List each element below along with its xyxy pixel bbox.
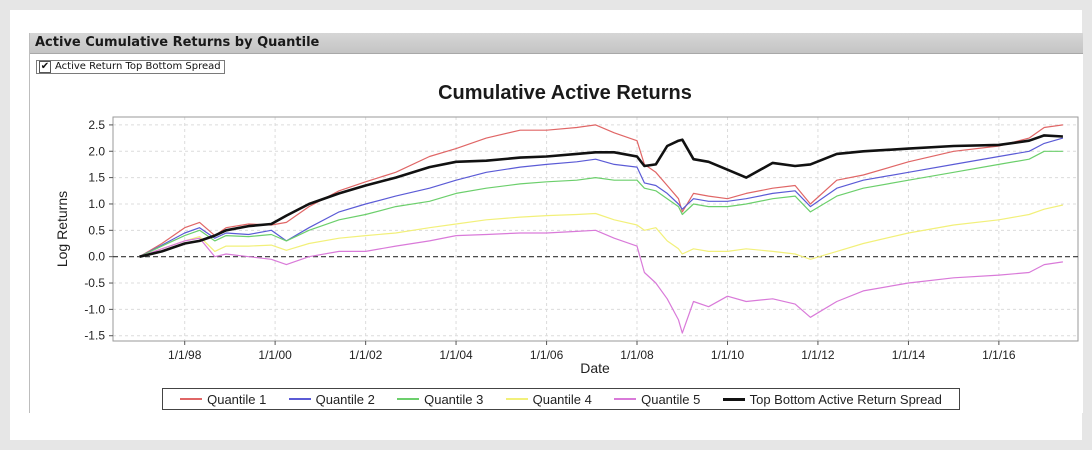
legend-item-3: Quantile 3 [397, 392, 483, 407]
y-tick-label: -1.5 [84, 329, 105, 343]
x-tick-label: 1/1/08 [620, 348, 654, 362]
y-tick-label: 1.5 [88, 171, 105, 185]
check-icon: ✔ [40, 61, 50, 72]
series-lines [139, 124, 1064, 334]
app-frame: Active Cumulative Returns by Quantile ✔ … [10, 10, 1083, 440]
series-line-5 [139, 229, 1063, 334]
y-tick-label: -0.5 [84, 276, 105, 290]
legend-swatch [397, 398, 420, 400]
x-tick-label: 1/1/98 [168, 348, 202, 362]
legend-swatch [505, 398, 528, 400]
spread-toggle[interactable]: ✔ Active Return Top Bottom Spread [36, 60, 225, 74]
legend-label: Quantile 3 [424, 391, 484, 407]
panel-header: Active Cumulative Returns by Quantile [30, 33, 1083, 54]
panel-title: Active Cumulative Returns by Quantile [35, 35, 320, 50]
legend-swatch [180, 398, 203, 400]
spread-checkbox[interactable]: ✔ [39, 61, 51, 73]
legend-item-5: Quantile 5 [614, 392, 700, 407]
legend-label: Quantile 4 [532, 391, 592, 407]
legend-item-2: Quantile 2 [288, 391, 375, 407]
legend-swatch [722, 397, 745, 401]
spread-toggle-label: Active Return Top Bottom Spread [55, 61, 221, 72]
legend-swatch [614, 398, 637, 400]
legend-label: Top Bottom Active Return Spread [749, 391, 942, 407]
y-tick-label: 0.5 [88, 223, 105, 237]
legend-label: Quantile 2 [315, 391, 375, 407]
y-tick-label: 2.5 [88, 118, 105, 132]
x-tick-label: 1/1/02 [349, 348, 383, 362]
series-line-6 [139, 134, 1063, 258]
y-tick-label: -1.0 [84, 302, 105, 316]
x-axis-ticks: 1/1/98 1/1/00 1/1/02 1/1/04 1/1/06 1/1/08 1/1/… [168, 341, 1016, 362]
plot-area-border [112, 116, 1079, 342]
x-tick-label: 1/1/14 [892, 348, 926, 362]
chart-legend: Quantile 1 Quantile 2 Quantile 3 Quantile 4… [162, 388, 960, 410]
x-axis-label: Date [580, 360, 610, 376]
legend-item-6: Top Bottom Active Return Spread [722, 391, 942, 407]
chart-title: Cumulative Active Returns [438, 82, 692, 104]
x-tick-label: 1/1/00 [258, 348, 292, 362]
cumulative-returns-chart: Cumulative Active Returns 1/1/98 1/1/00 1/… [54, 82, 1079, 376]
series-line-4 [139, 204, 1064, 260]
x-tick-label: 1/1/10 [711, 348, 745, 362]
x-tick-label: 1/1/16 [982, 348, 1016, 362]
y-axis-label: Log Returns [54, 191, 70, 267]
chart-grid [113, 117, 1078, 341]
legend-label: Quantile 5 [641, 391, 701, 407]
x-tick-label: 1/1/12 [801, 348, 835, 362]
y-tick-label: 1.0 [88, 197, 105, 211]
legend-swatch [288, 398, 311, 400]
y-tick-label: 2.0 [88, 144, 105, 158]
quantile-returns-panel: Active Cumulative Returns by Quantile ✔ … [29, 33, 1083, 413]
legend-item-4: Quantile 4 [505, 391, 592, 407]
y-axis-ticks: 2.5 2.0 1.5 1.0 0.5 0.0 -0.5 -1.0 -1.5 [84, 118, 113, 343]
series-line-2 [139, 137, 1064, 258]
legend-label: Quantile 1 [207, 391, 267, 407]
series-line-3 [139, 150, 1063, 258]
y-tick-label: 0.0 [88, 250, 105, 264]
x-tick-label: 1/1/06 [530, 348, 564, 362]
x-tick-label: 1/1/04 [439, 348, 473, 362]
legend-item-1: Quantile 1 [180, 392, 266, 407]
